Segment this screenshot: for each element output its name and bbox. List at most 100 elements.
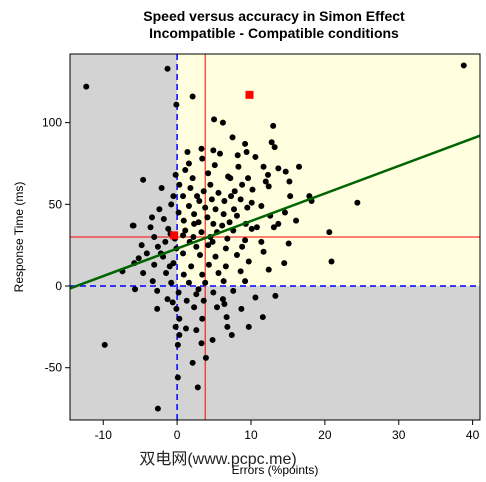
data-point-76 bbox=[248, 225, 255, 232]
data-point-59 bbox=[233, 212, 240, 219]
data-point-116 bbox=[265, 266, 272, 273]
data-point-147 bbox=[245, 323, 252, 330]
data-point-33 bbox=[187, 184, 194, 191]
data-point-151 bbox=[101, 341, 108, 348]
y-tick-label: -50 bbox=[45, 361, 63, 375]
data-point-133 bbox=[252, 294, 259, 301]
data-point-131 bbox=[200, 297, 207, 304]
data-point-8 bbox=[229, 134, 236, 141]
highlight-point-1 bbox=[170, 231, 179, 240]
data-point-184 bbox=[198, 340, 205, 347]
data-point-83 bbox=[242, 237, 249, 244]
regression-line-group bbox=[69, 134, 481, 290]
data-point-82 bbox=[224, 235, 231, 242]
data-point-140 bbox=[176, 315, 183, 322]
data-point-134 bbox=[272, 292, 279, 299]
data-point-117 bbox=[149, 278, 156, 285]
data-point-163 bbox=[225, 173, 232, 180]
data-point-47 bbox=[185, 202, 192, 209]
data-point-108 bbox=[328, 258, 335, 265]
data-point-53 bbox=[354, 199, 361, 206]
data-point-93 bbox=[143, 250, 150, 257]
data-point-61 bbox=[281, 209, 288, 216]
data-point-173 bbox=[207, 181, 214, 188]
data-point-2 bbox=[460, 62, 467, 69]
data-point-164 bbox=[195, 286, 202, 293]
data-point-171 bbox=[248, 199, 255, 206]
data-point-85 bbox=[326, 229, 333, 236]
data-point-36 bbox=[231, 188, 238, 195]
data-point-80 bbox=[190, 234, 197, 240]
chart-title: Speed versus accuracy in Simon Effect bbox=[143, 8, 405, 24]
data-point-49 bbox=[212, 206, 219, 213]
data-point-77 bbox=[270, 224, 277, 231]
data-point-143 bbox=[259, 314, 266, 321]
data-point-71 bbox=[165, 225, 172, 232]
data-point-86 bbox=[154, 243, 161, 250]
data-point-160 bbox=[149, 214, 155, 221]
data-point-96 bbox=[197, 251, 204, 258]
data-point-107 bbox=[281, 260, 288, 267]
data-point-135 bbox=[154, 305, 161, 312]
data-point-127 bbox=[210, 289, 217, 296]
data-point-132 bbox=[219, 296, 226, 303]
data-point-37 bbox=[249, 186, 256, 193]
data-point-18 bbox=[199, 155, 206, 162]
data-point-103 bbox=[188, 263, 195, 270]
data-point-187 bbox=[191, 220, 198, 227]
data-point-9 bbox=[268, 139, 275, 146]
data-point-48 bbox=[202, 204, 209, 211]
data-point-55 bbox=[175, 209, 182, 216]
highlight-points bbox=[170, 90, 254, 240]
data-point-0 bbox=[83, 83, 90, 90]
data-point-11 bbox=[271, 144, 278, 151]
data-point-121 bbox=[220, 278, 227, 285]
data-point-4 bbox=[189, 93, 196, 100]
data-point-175 bbox=[172, 171, 179, 178]
data-point-137 bbox=[191, 304, 198, 311]
highlight-point-0 bbox=[245, 90, 254, 99]
data-point-104 bbox=[205, 261, 212, 268]
data-point-3 bbox=[173, 101, 180, 108]
data-point-185 bbox=[180, 232, 187, 239]
data-point-156 bbox=[154, 405, 161, 412]
data-point-1 bbox=[164, 65, 171, 72]
data-point-128 bbox=[230, 287, 237, 294]
data-point-106 bbox=[245, 258, 252, 265]
data-point-63 bbox=[180, 217, 187, 224]
x-tick-label: -10 bbox=[95, 428, 113, 442]
data-point-183 bbox=[176, 332, 183, 339]
data-point-174 bbox=[184, 149, 191, 156]
data-point-20 bbox=[211, 162, 218, 169]
data-point-124 bbox=[154, 287, 161, 294]
data-point-130 bbox=[183, 297, 190, 304]
data-point-78 bbox=[151, 234, 158, 240]
data-point-123 bbox=[132, 286, 139, 293]
data-point-21 bbox=[235, 163, 242, 170]
data-point-126 bbox=[193, 291, 200, 298]
chart-subtitle: Incompatible - Compatible conditions bbox=[149, 25, 399, 41]
data-point-176 bbox=[239, 181, 246, 188]
data-point-172 bbox=[162, 238, 169, 245]
data-point-119 bbox=[185, 279, 192, 286]
data-point-43 bbox=[237, 196, 244, 203]
data-point-178 bbox=[286, 178, 293, 185]
data-point-161 bbox=[180, 193, 187, 200]
data-point-73 bbox=[198, 229, 205, 236]
y-tick-label: 50 bbox=[49, 197, 63, 211]
data-point-41 bbox=[208, 196, 215, 203]
data-point-46 bbox=[168, 201, 175, 208]
data-point-162 bbox=[205, 170, 212, 177]
data-point-65 bbox=[210, 220, 217, 227]
data-point-168 bbox=[158, 184, 165, 191]
data-point-19 bbox=[185, 160, 192, 167]
data-point-89 bbox=[205, 242, 212, 249]
y-axis-ticks: -50 0 50 100 bbox=[42, 116, 70, 375]
watermark-text: 双电网(www.pcpc.me) bbox=[139, 450, 296, 468]
data-point-58 bbox=[220, 211, 227, 218]
data-point-97 bbox=[212, 253, 219, 260]
data-point-146 bbox=[224, 323, 231, 330]
data-point-91 bbox=[239, 243, 246, 250]
data-point-191 bbox=[135, 255, 142, 262]
